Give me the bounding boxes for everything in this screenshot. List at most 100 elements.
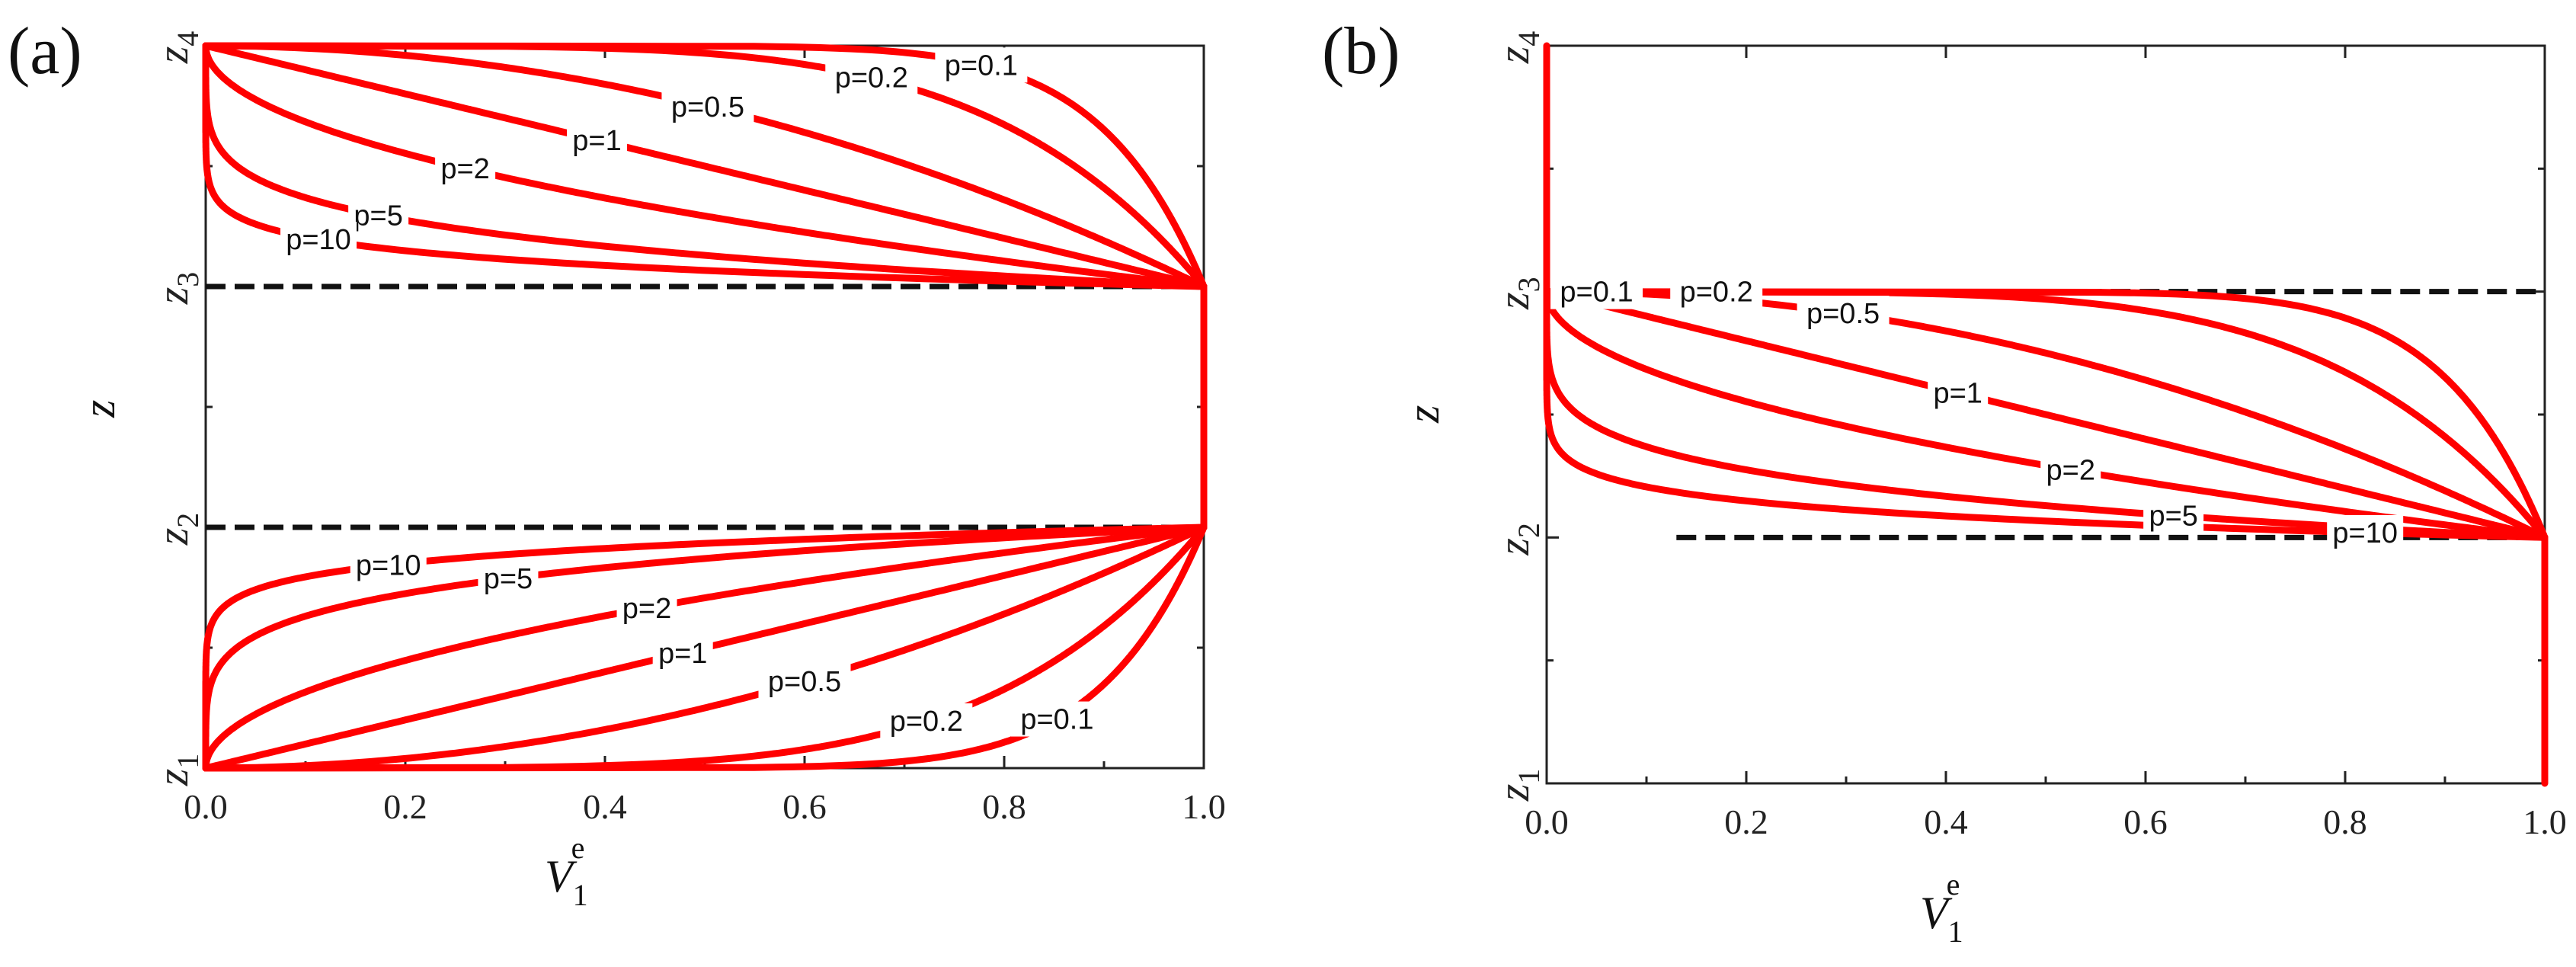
panel-a-xtick-label: 0.6 (782, 787, 827, 826)
panel-a-curve-label-bg (880, 703, 973, 739)
panel-b-curve-label-bg (1797, 296, 1890, 331)
panel-a-ytick-label-sub: 1 (171, 754, 205, 769)
panel-a-ytick-label: z3 (148, 272, 205, 306)
panel-a-curve-label-bg (616, 590, 677, 626)
panel-b-ytick-label: z3 (1489, 277, 1546, 310)
panel-a-xlabel-main: V (545, 851, 578, 901)
panel-a-xtick-label: 0.8 (982, 787, 1026, 826)
panel-b-curve-label-p1: p=1 (1933, 378, 1982, 410)
panel-a-xtick-label: 0.2 (383, 787, 427, 826)
panel-b-curve-label-p0.2: p=0.2 (1680, 277, 1753, 309)
panel-a-curve-label-p5: p=5 (354, 200, 402, 232)
panel-b-xtick-label: 0.6 (2123, 802, 2168, 841)
panel-a-curve-label-p0.1: p=0.1 (1020, 704, 1093, 736)
panel-a-ytick-label-main: z (148, 46, 197, 65)
panel-b-xtick-label: 0.4 (1924, 802, 1968, 841)
panel-a-xlabel-sub: 1 (573, 878, 588, 912)
panel-a-ytick-label-main: z (148, 528, 197, 546)
panel-b-xlabel-sup: e (1947, 867, 1960, 901)
panel-a-xlabel: V1 e (545, 831, 588, 912)
panel-b-xtick-label: 0.2 (1724, 802, 1768, 841)
panel-b-curve-middle-p10 (1543, 288, 2549, 541)
panel-b-ylabel: z (1398, 405, 1448, 424)
panel-a-curve-label-p2: p=2 (622, 593, 671, 625)
panel-b-label: (b) (1322, 14, 1400, 88)
panel-a-curve-label-bg (935, 47, 1028, 83)
panel-b-xlabel: V1 e (1920, 867, 1963, 949)
panel-b-ytick-label-main: z (1489, 538, 1538, 556)
panel-a-ytick-label-main: z (148, 287, 197, 306)
panel-a-curve-label-bg (661, 88, 754, 124)
panel-a-ytick-label: z4 (148, 31, 205, 65)
panel-a-xlabel-sup: e (571, 831, 585, 865)
panel-a-curve-bottom-p0.5 (202, 524, 1208, 772)
panel-b-curve-label-bg (2040, 452, 2101, 488)
panel-a-ytick-label-main: z (148, 769, 197, 787)
panel-b-curve-label-bg (2143, 498, 2204, 533)
panel-a-curve-top-p10 (202, 42, 1208, 290)
panel-a-curve-label-p1: p=1 (658, 638, 707, 670)
panel-b: (b) z V1e 0.0 0.2 0.4 0.6 0.8 1.0z1z2z3z4p=0.… (1322, 14, 2567, 949)
panel-a-xtick-label: 0.0 (184, 787, 228, 826)
panel-a-curve-top-p1 (202, 42, 1208, 290)
panel-b-curve-label-p10: p=10 (2332, 517, 2398, 549)
panel-b-curve-label-bg (1550, 274, 1643, 309)
panel-b-xlabel-main: V (1920, 888, 1953, 938)
panel-a-curve-top-p0.5 (202, 42, 1208, 290)
panel-a-ytick-label: z2 (148, 513, 205, 546)
panel-b-curve-label-bg (2327, 514, 2404, 550)
panel-a-ylabel: z (74, 400, 124, 418)
panel-b-curve-label-bg (1928, 375, 1989, 411)
panel-a-curve-bottom-p2 (202, 524, 1208, 772)
panel-a-xtick-label: 1.0 (1182, 787, 1226, 826)
panel-a-curve-label-bg (758, 664, 851, 700)
panel-a-ytick-label-sub: 4 (171, 31, 205, 46)
panel-a-ytick-label-sub: 3 (171, 272, 205, 287)
panel-a-curve-label-p2: p=2 (440, 153, 489, 185)
panel-b-ytick-label-sub: 4 (1512, 31, 1546, 46)
panel-b-curve-label-p5: p=5 (2149, 501, 2197, 533)
panel-b-ytick-label-main: z (1489, 784, 1538, 802)
panel-b-curve-middle-p0.5 (1543, 288, 2549, 541)
panel-b-xtick-label: 0.0 (1525, 802, 1569, 841)
panel-b-curve-label-p0.5: p=0.5 (1806, 298, 1880, 330)
panel-b-ytick-label-sub: 2 (1512, 523, 1546, 538)
panel-a-curve-label-p1: p=1 (572, 125, 621, 157)
panel-b-ytick-label-main: z (1489, 292, 1538, 310)
panel-b-xlabel-sub: 1 (1948, 914, 1963, 949)
panel-a-label: (a) (8, 14, 82, 88)
panel-a-curve-label-bg (567, 122, 628, 158)
panel-a-curve-label-bg (652, 635, 713, 671)
panel-a-xtick-label: 0.4 (583, 787, 627, 826)
panel-b-ytick-label-sub: 3 (1512, 277, 1546, 292)
panel-b-ytick-label-main: z (1489, 46, 1538, 65)
panel-a-curve-label-bg (350, 547, 427, 583)
panel-a-curve-label-bg (435, 151, 496, 187)
panel-b-curve-middle-p2 (1543, 288, 2549, 541)
panel-b-curve-middle-p1 (1543, 288, 2549, 541)
panel-a-ytick-label: z1 (148, 754, 205, 787)
panel-a-curve-label-bg (280, 222, 357, 258)
panel-a-curve-label-p10: p=10 (286, 224, 351, 256)
panel-a-curve-label-p0.5: p=0.5 (768, 666, 841, 698)
panel-b-ytick-label-sub: 1 (1512, 769, 1546, 784)
panel-a-curve-label-bg (478, 561, 539, 597)
panel-a-curve-label-bg (825, 59, 918, 95)
panel-a-curve-label-p0.2: p=0.2 (890, 706, 963, 738)
panel-a-curve-label-p0.5: p=0.5 (671, 91, 744, 123)
panel-b-ytick-label: z2 (1489, 523, 1546, 556)
panel-a-curve-label-bg (1010, 701, 1103, 737)
panel-b-curve-middle-p0.2 (1543, 288, 2549, 541)
panel-a-curve-label-p0.1: p=0.1 (945, 50, 1018, 82)
panel-b-ytick-label: z1 (1489, 769, 1546, 802)
panel-b-curve-label-p2: p=2 (2046, 454, 2095, 486)
panel-a-curve-label-p0.2: p=0.2 (835, 62, 908, 94)
panel-b-curve-label-p0.1: p=0.1 (1560, 277, 1633, 309)
panel-a-curve-top-p0.1 (202, 42, 1208, 290)
panel-b-xtick-label: 0.8 (2323, 802, 2367, 841)
panel-a: (a) z V1e 0.0 0.2 0.4 0.6 0.8 1.0z1z2z3z4p=0.… (8, 14, 1226, 912)
panel-b-curve-middle-p0.1 (1543, 288, 2549, 541)
panel-b-ytick-label: z4 (1489, 31, 1546, 65)
